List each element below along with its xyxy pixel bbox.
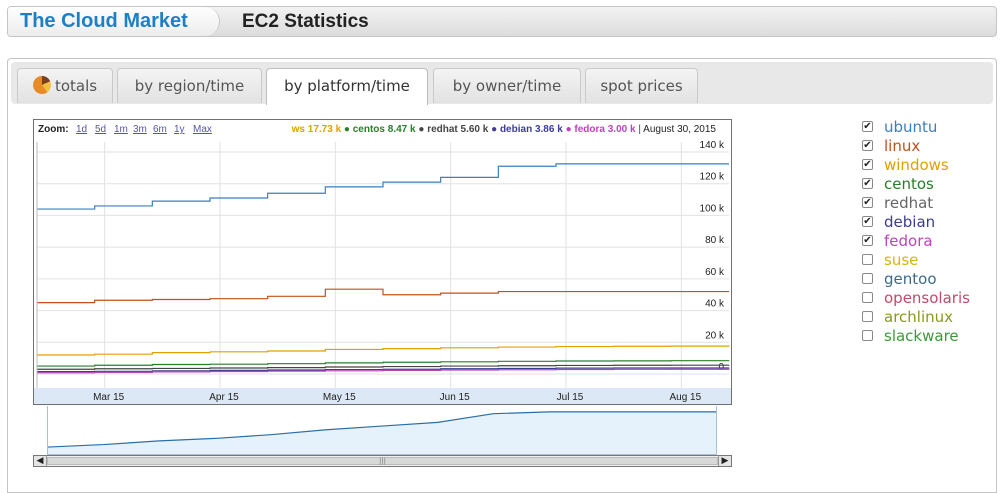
zoom-label: Zoom: — [38, 124, 69, 135]
legend-value-redhat: redhat 5.60 k — [427, 124, 489, 135]
chart-header: Zoom: 1d 5d 1m 3m 6m 1y Max ws 17.73 k ●… — [36, 123, 726, 139]
legend-item-suse[interactable]: suse — [862, 251, 1002, 270]
chart-value-legend: ws 17.73 k ● centos 8.47 k ● redhat 5.60… — [291, 124, 716, 135]
legend-checkbox-linux[interactable]: ✔ — [862, 140, 873, 151]
legend-item-centos[interactable]: ✔ centos — [862, 175, 1002, 194]
chart-scrollbar[interactable]: ◀ ||| ▶ — [33, 455, 732, 467]
legend-item-opensolaris[interactable]: opensolaris — [862, 289, 1002, 308]
zoom-max-link[interactable]: Max — [193, 124, 212, 135]
legend-date: August 30, 2015 — [643, 124, 716, 135]
series-line-windows — [37, 345, 730, 356]
y-tick-label: 120 k — [700, 172, 725, 183]
legend-checkbox-gentoo[interactable] — [862, 273, 873, 284]
x-tick-label: Apr 15 — [209, 392, 239, 403]
navigator-area — [48, 411, 716, 454]
tab-by-owner-time[interactable]: by owner/time — [433, 68, 581, 103]
legend-value-fedora: fedora 3.00 k — [574, 124, 636, 135]
legend-label-slackware: slackware — [884, 327, 959, 345]
legend-checkbox-centos[interactable]: ✔ — [862, 178, 873, 189]
legend-checkbox-slackware[interactable] — [862, 330, 873, 341]
legend-label-archlinux: archlinux — [884, 308, 954, 326]
series-line-centos — [37, 360, 730, 367]
y-tick-label: 20 k — [705, 330, 725, 341]
series-line-fedora — [37, 368, 730, 374]
legend-label-windows: windows — [884, 156, 949, 174]
tab-by-platform-time-label: by platform/time — [284, 77, 410, 95]
y-tick-label: 40 k — [705, 299, 725, 310]
tab-by-owner-time-label: by owner/time — [452, 77, 562, 95]
legend-checkbox-debian[interactable]: ✔ — [862, 216, 873, 227]
legend-item-debian[interactable]: ✔ debian — [862, 213, 1002, 232]
tab-totals[interactable]: totals — [17, 68, 113, 103]
scroll-thumb[interactable]: ||| — [47, 457, 718, 465]
series-legend: ✔ ubuntu ✔ linux ✔ windows ✔ centos ✔ redhat ✔ debi… — [862, 118, 1002, 346]
zoom-5d-link[interactable]: 5d — [95, 124, 107, 135]
legend-value-debian: debian 3.86 k — [499, 124, 563, 135]
tab-by-region-time-label: by region/time — [134, 77, 245, 95]
legend-checkbox-suse[interactable] — [862, 254, 873, 265]
legend-checkbox-redhat[interactable]: ✔ — [862, 197, 873, 208]
legend-checkbox-fedora[interactable]: ✔ — [862, 235, 873, 246]
legend-checkbox-opensolaris[interactable] — [862, 292, 873, 303]
tab-spot-prices-label: spot prices — [600, 77, 683, 95]
legend-item-linux[interactable]: ✔ linux — [862, 137, 1002, 156]
y-tick-label: 140 k — [700, 140, 725, 151]
x-tick-label: Jul 15 — [557, 392, 584, 403]
platform-chart: 0 20 k 40 k 60 k 80 k 100 k 120 k 140 k Mar 15 Ap… — [33, 119, 732, 405]
legend-item-redhat[interactable]: ✔ redhat — [862, 194, 1002, 213]
legend-label-suse: suse — [884, 251, 919, 269]
series-line-redhat — [37, 364, 730, 370]
y-tick-label: 100 k — [700, 203, 725, 214]
legend-label-fedora: fedora — [884, 232, 933, 250]
legend-value-windows: ws 17.73 k — [291, 124, 342, 135]
zoom-1m-link[interactable]: 1m — [114, 124, 128, 135]
scroll-right-arrow-icon[interactable]: ▶ — [718, 456, 731, 466]
tab-strip: totals by region/time by platform/time b… — [11, 62, 993, 105]
navigator-line — [48, 411, 716, 448]
zoom-1d-link[interactable]: 1d — [76, 124, 88, 135]
scroll-left-arrow-icon[interactable]: ◀ — [34, 456, 47, 466]
legend-item-windows[interactable]: ✔ windows — [862, 156, 1002, 175]
pie-chart-icon — [32, 76, 51, 94]
legend-item-slackware[interactable]: slackware — [862, 327, 1002, 346]
legend-label-gentoo: gentoo — [884, 270, 937, 288]
tab-by-platform-time[interactable]: by platform/time — [266, 68, 428, 105]
legend-checkbox-ubuntu[interactable]: ✔ — [862, 121, 873, 132]
tab-spot-prices[interactable]: spot prices — [585, 68, 698, 103]
x-tick-label: Aug 15 — [669, 392, 701, 403]
zoom-3m-link[interactable]: 3m — [133, 124, 147, 135]
legend-item-ubuntu[interactable]: ✔ ubuntu — [862, 118, 1002, 137]
legend-label-opensolaris: opensolaris — [884, 289, 970, 307]
tab-totals-label: totals — [54, 77, 98, 95]
legend-label-centos: centos — [884, 175, 934, 193]
legend-label-redhat: redhat — [884, 194, 934, 212]
x-tick-label: Mar 15 — [93, 392, 125, 403]
range-navigator[interactable] — [47, 406, 717, 455]
y-tick-label: 60 k — [705, 267, 725, 278]
y-tick-label: 80 k — [705, 235, 725, 246]
legend-checkbox-archlinux[interactable] — [862, 311, 873, 322]
legend-item-gentoo[interactable]: gentoo — [862, 270, 1002, 289]
legend-checkbox-windows[interactable]: ✔ — [862, 159, 873, 170]
legend-item-fedora[interactable]: ✔ fedora — [862, 232, 1002, 251]
legend-label-debian: debian — [884, 213, 936, 231]
legend-label-ubuntu: ubuntu — [884, 118, 938, 136]
page-title: EC2 Statistics — [242, 11, 369, 32]
legend-label-linux: linux — [884, 137, 921, 155]
x-tick-label: May 15 — [323, 392, 356, 403]
series-line-ubuntu — [37, 163, 729, 210]
x-tick-label: Jun 15 — [440, 392, 470, 403]
x-axis-band — [34, 388, 731, 404]
tab-by-region-time[interactable]: by region/time — [117, 68, 262, 103]
zoom-1y-link[interactable]: 1y — [174, 124, 185, 135]
brand-logo[interactable]: The Cloud Market — [8, 7, 220, 36]
legend-value-centos: centos 8.47 k — [352, 124, 416, 135]
legend-item-archlinux[interactable]: archlinux — [862, 308, 1002, 327]
navigator-overview — [48, 411, 716, 454]
top-bar: The Cloud Market EC2 Statistics — [7, 6, 997, 37]
series-line-debian — [37, 367, 730, 373]
zoom-6m-link[interactable]: 6m — [153, 124, 167, 135]
series-line-linux — [37, 288, 729, 304]
